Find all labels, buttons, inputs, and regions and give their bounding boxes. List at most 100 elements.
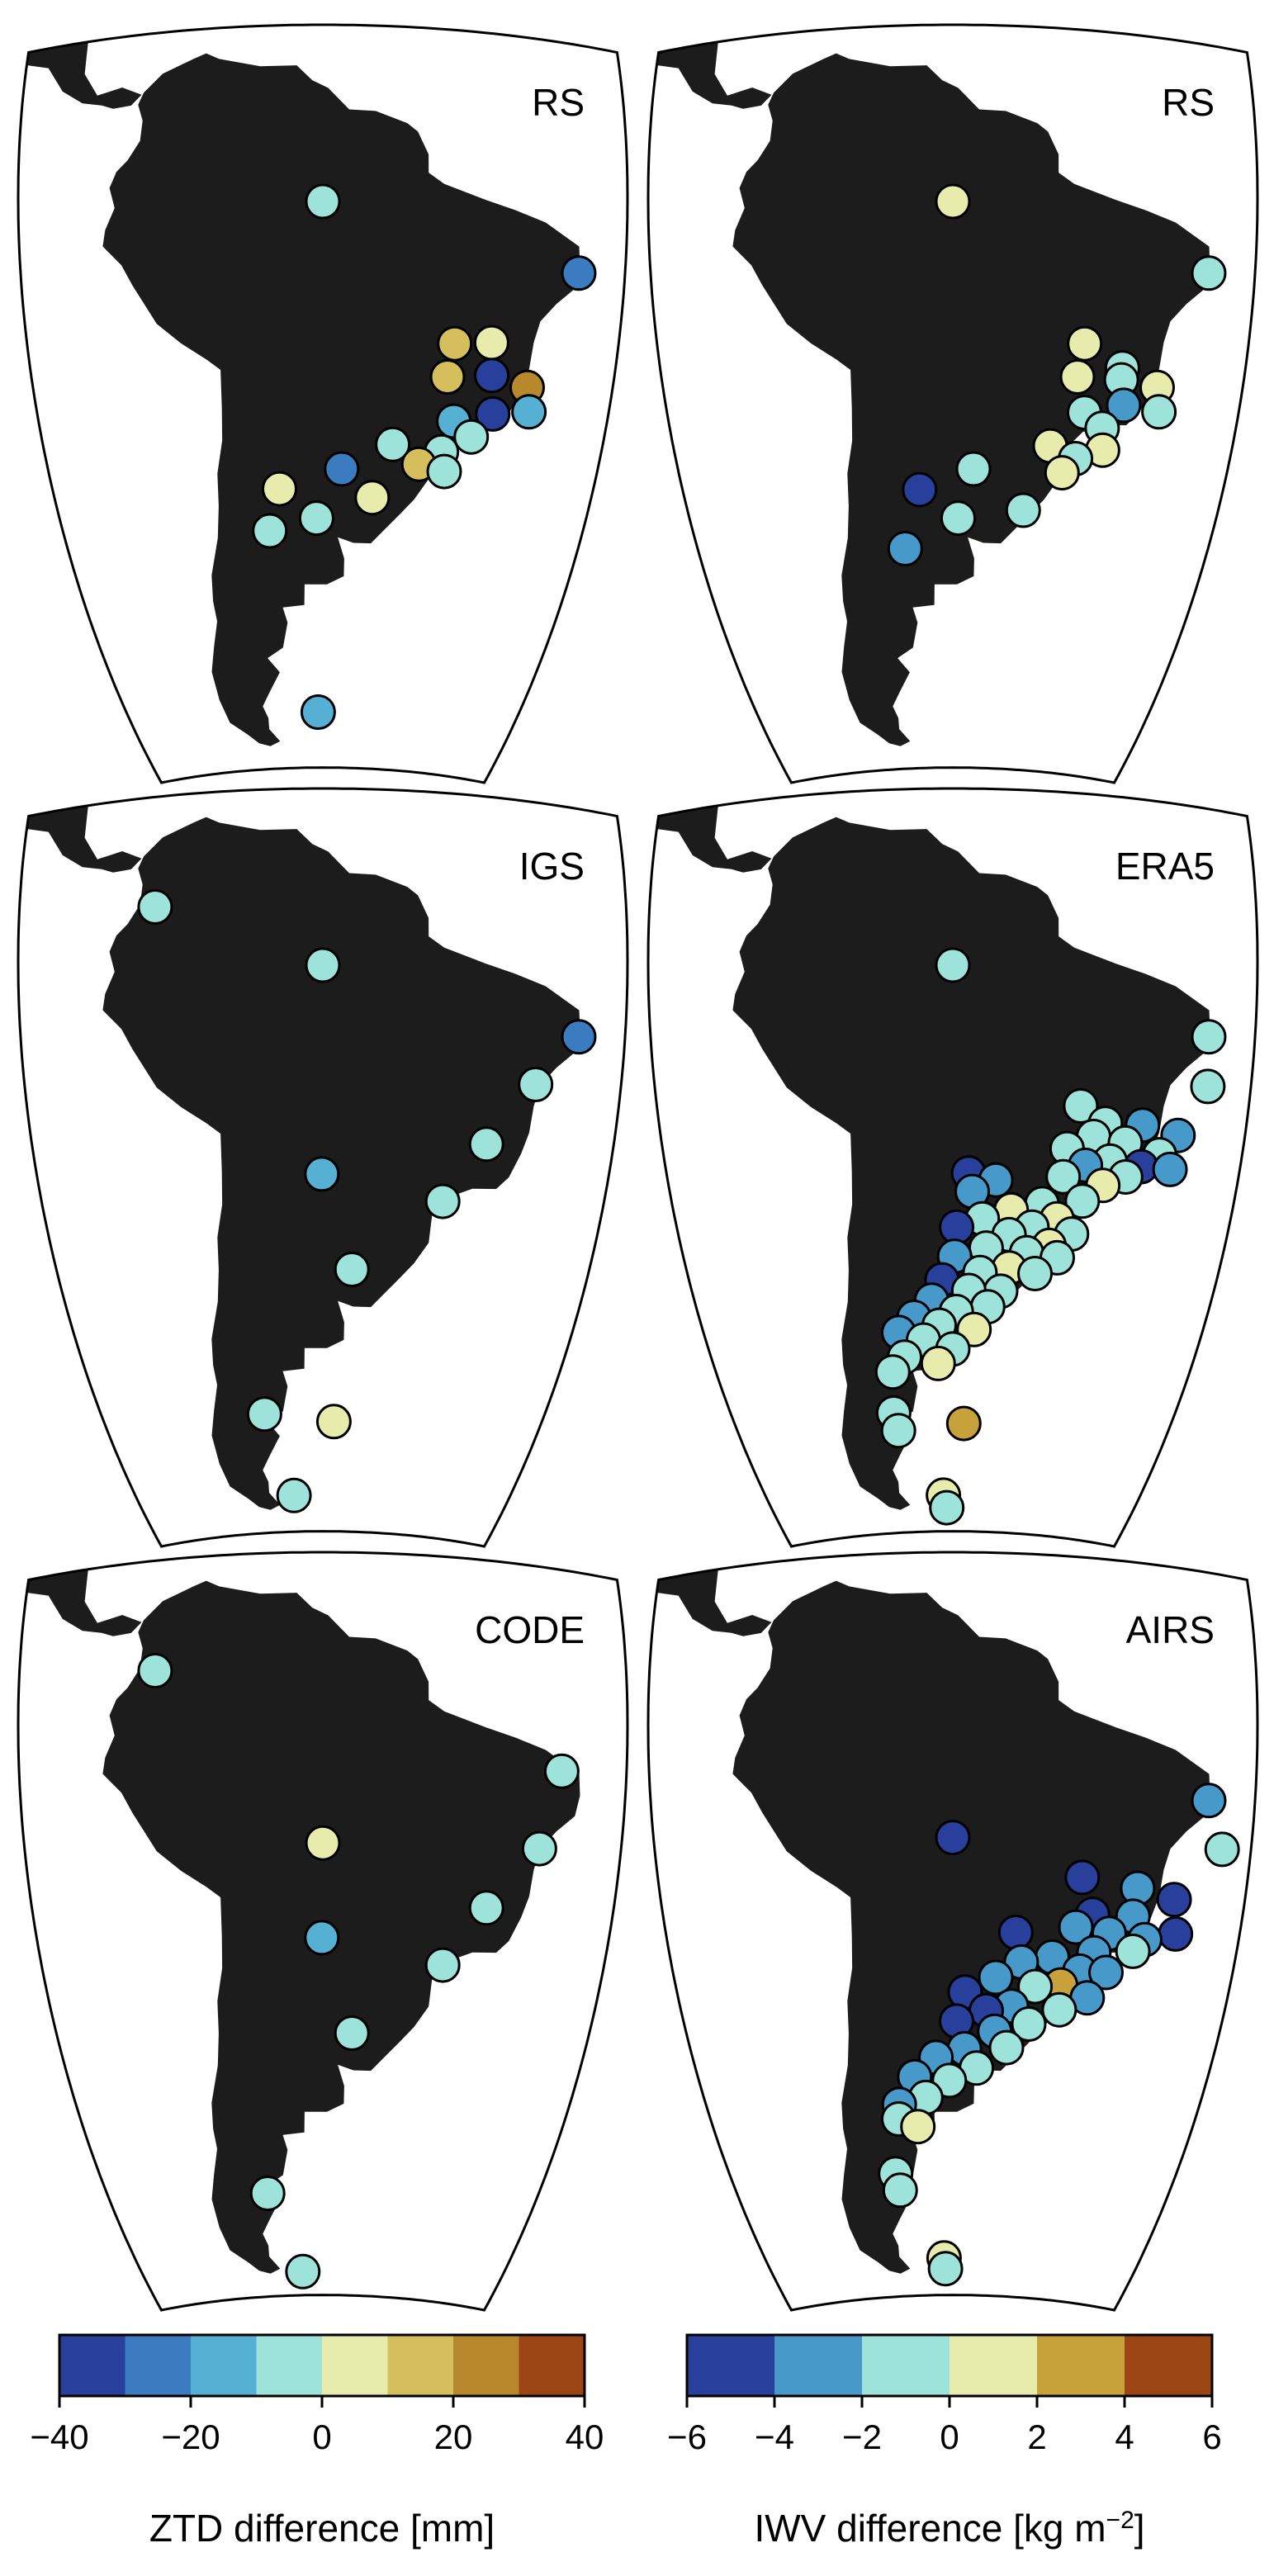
station-marker [935,947,971,983]
map-airs-iwv [656,1552,1210,2274]
panel-title: CODE [475,1608,585,1651]
station-marker [1064,1183,1101,1219]
land-south-america [102,53,580,746]
station-marker [468,1890,504,1926]
station-marker [334,1252,370,1287]
station-marker [929,1489,965,1526]
station-marker [262,471,297,507]
station-marker [940,500,976,537]
station-marker [424,1183,461,1219]
map-frame [17,23,629,784]
station-marker [1064,1859,1101,1896]
station-marker [1191,255,1227,291]
station-marker [137,889,173,925]
colorbar-swatch [1037,2335,1125,2396]
station-marker [298,500,334,537]
station-marker [1017,1256,1053,1291]
station-marker [1059,359,1096,395]
station-marker [315,1404,352,1440]
station-marker [1115,1933,1151,1969]
panel-era5-iwv: ERA5 [646,787,1259,1548]
station-marker [304,1920,340,1956]
colorbar-tick-label: −40 [30,2417,88,2456]
station-marker [354,480,391,516]
station-markers [137,889,597,1513]
station-marker [511,394,547,430]
land-central-america [656,788,772,873]
panel-airs-iwv: AIRS [646,1551,1259,2312]
colorbar-tick-label: −20 [161,2417,220,2456]
station-marker [426,453,462,490]
panel-rs-ztd: RS [17,23,629,784]
colorbar-tick-label: −2 [842,2417,882,2456]
colorbar-tick-label: −4 [755,2417,794,2456]
panel-title: RS [532,81,585,124]
land-central-america [656,1552,772,1636]
panel-title: AIRS [1126,1608,1215,1651]
colorbar-swatch [687,2335,775,2396]
colorbar-tick-label: 0 [940,2417,959,2456]
land-central-america [26,788,142,873]
map-rs-ztd [26,25,580,746]
station-marker [137,1653,173,1688]
colorbar-tick-label: 20 [434,2417,473,2456]
station-marker [521,1830,557,1867]
station-marker [437,325,473,362]
station-marker [429,359,466,395]
station-marker [252,513,288,549]
colorbar-tick-label: 2 [1027,2417,1046,2456]
station-marker [988,2029,1025,2066]
colorbar-tick-label: −6 [667,2417,707,2456]
station-marker [1011,2006,1047,2042]
station-marker [1156,1882,1192,1918]
station-marker [305,183,341,220]
panel-title: ERA5 [1115,845,1215,888]
colorbar-label: ZTD difference [mm] [149,2507,495,2550]
land-south-america [102,1580,580,2274]
station-marker [1005,492,1041,528]
map-rs-iwv [656,25,1210,746]
station-marker [304,1156,340,1192]
map-frame [646,1551,1259,2312]
station-marker [1088,1954,1124,1991]
station-marker [1191,1019,1227,1055]
station-marker [1204,1831,1240,1868]
station-marker [474,358,510,394]
land-central-america [26,25,142,109]
colorbar-swatch [387,2335,454,2396]
land-central-america [26,1552,142,1636]
colorbar-tick-label: 0 [312,2417,331,2456]
station-marker [920,1345,956,1381]
station-marker [1045,1158,1082,1195]
colorbar-swatch [1125,2335,1213,2396]
colorbar-label-superscript: −2 [1106,2507,1134,2534]
station-marker [324,451,360,487]
panel-rs-iwv: RS [646,23,1259,784]
station-marker [468,1126,504,1163]
station-marker [246,1396,282,1432]
station-marker [276,1477,312,1513]
colorbar-iwv: −6 −4 −2 0 2 4 6 IWV difference [kg m−2] [667,2333,1222,2550]
station-marker [1191,1783,1227,1819]
station-markers [252,183,597,730]
station-marker [543,1753,580,1789]
panel-title: IGS [519,845,585,888]
colorbar-swatch [453,2335,519,2396]
station-marker [1152,1151,1188,1187]
map-frame [17,1551,629,2312]
station-marker [561,1019,597,1055]
colorbar-swatches [59,2335,585,2396]
colorbar-swatches [687,2335,1213,2396]
colorbar-swatch [59,2335,126,2396]
station-marker [902,471,938,508]
panel-title: RS [1162,81,1215,124]
map-igs-ztd [26,788,580,1510]
map-frame [646,23,1259,784]
station-marker [935,183,971,220]
station-marker [453,419,490,455]
map-frame [646,787,1259,1548]
station-marker [424,1947,461,1983]
station-marker [300,694,336,730]
station-marker [285,2253,321,2290]
